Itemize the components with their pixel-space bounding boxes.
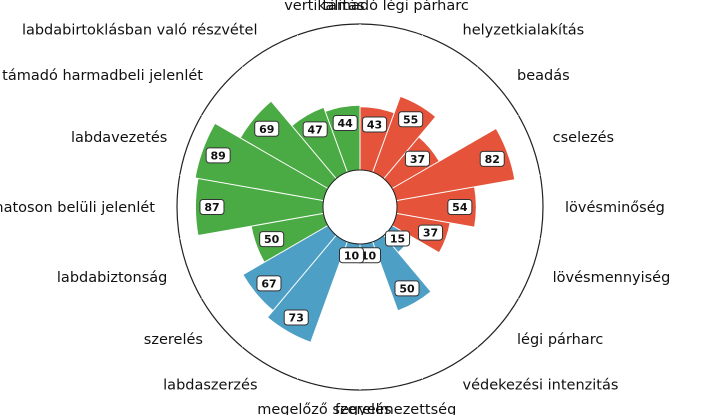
wedge-5 bbox=[360, 186, 476, 228]
separator-15 bbox=[179, 174, 324, 202]
category-labels: támadó légi párharc helyzetkialakítás bead… bbox=[0, 0, 670, 415]
value-label-2: 55 bbox=[403, 113, 418, 126]
value-label-9: 10 bbox=[361, 249, 377, 262]
value-label-box-14 bbox=[199, 199, 225, 215]
value-label-14: 87 bbox=[204, 201, 219, 214]
value-label-16: 69 bbox=[259, 123, 274, 136]
category-label-15: labdavezetés bbox=[71, 130, 167, 146]
separator-7 bbox=[391, 225, 519, 299]
wedge-15 bbox=[195, 123, 360, 207]
category-label-1: támadó légi párharc bbox=[322, 0, 469, 14]
separator-6 bbox=[396, 212, 541, 240]
value-label-box-6 bbox=[418, 224, 443, 241]
value-label-8: 50 bbox=[399, 282, 415, 295]
category-label-3: beadás bbox=[517, 68, 570, 84]
category-label-9: fegyelmezettség bbox=[335, 402, 456, 415]
value-label-box-17 bbox=[302, 121, 328, 138]
wedges bbox=[195, 96, 515, 342]
value-label-box-8 bbox=[394, 280, 420, 297]
value-label-17: 47 bbox=[308, 123, 323, 136]
value-label-box-2 bbox=[398, 111, 424, 128]
value-label-box-5 bbox=[447, 199, 473, 215]
value-label-3: 37 bbox=[410, 153, 425, 166]
value-label-11: 73 bbox=[289, 311, 304, 324]
separator-3 bbox=[383, 66, 479, 179]
category-label-5: lövésminőség bbox=[565, 200, 665, 216]
value-label-box-4 bbox=[479, 150, 505, 167]
value-label-7: 15 bbox=[390, 233, 405, 246]
category-label-4: cselezés bbox=[553, 130, 614, 146]
value-label-5: 54 bbox=[452, 201, 468, 214]
category-label-17: labdabirtoklásban való részvétel bbox=[22, 22, 258, 38]
separator-16 bbox=[201, 115, 329, 189]
category-label-18: vertikalitás bbox=[284, 0, 364, 14]
separator-4 bbox=[391, 115, 519, 189]
value-label-18: 44 bbox=[338, 117, 354, 130]
value-label-12: 67 bbox=[261, 277, 276, 290]
category-label-13: labdabiztonság bbox=[57, 270, 167, 286]
value-label-4: 82 bbox=[485, 153, 500, 166]
value-label-10: 10 bbox=[344, 249, 360, 262]
separator-5 bbox=[396, 174, 541, 202]
value-label-box-13 bbox=[259, 231, 285, 248]
category-label-14: tizenhatoson belüli jelenlét bbox=[0, 200, 155, 216]
value-label-13: 50 bbox=[264, 233, 280, 246]
separator-8 bbox=[383, 235, 479, 348]
value-label-box-3 bbox=[404, 150, 430, 167]
separator-17 bbox=[241, 66, 337, 179]
category-label-16: támadó harmadbeli jelenlét bbox=[2, 68, 203, 84]
wedge-11 bbox=[267, 207, 360, 342]
category-label-7: légi párharc bbox=[517, 332, 603, 348]
value-label-15: 89 bbox=[211, 149, 226, 162]
value-label-box-7 bbox=[385, 230, 411, 247]
separator-13 bbox=[201, 225, 329, 299]
wedge-14 bbox=[195, 178, 360, 236]
value-label-box-11 bbox=[283, 309, 309, 326]
category-label-10: megelőző szerelés bbox=[257, 402, 391, 415]
category-label-11: labdaszerzés bbox=[163, 378, 257, 394]
value-label-6: 37 bbox=[423, 227, 438, 240]
separators bbox=[179, 24, 541, 390]
value-label-box-12 bbox=[256, 275, 282, 292]
category-label-6: lövésmennyiség bbox=[553, 270, 671, 286]
separator-9 bbox=[372, 241, 424, 380]
value-label-1: 43 bbox=[367, 118, 382, 131]
category-label-2: helyzetkialakítás bbox=[463, 22, 585, 38]
wedge-4 bbox=[360, 128, 515, 207]
separator-11 bbox=[296, 241, 348, 380]
separator-12 bbox=[241, 235, 337, 348]
value-label-box-10 bbox=[338, 247, 364, 264]
value-label-box-15 bbox=[205, 147, 231, 164]
value-label-box-1 bbox=[362, 116, 388, 133]
category-label-8: védekezési intenzitás bbox=[463, 378, 619, 394]
category-label-12: szerelés bbox=[144, 332, 203, 348]
separator-14 bbox=[179, 212, 324, 240]
value-label-box-16 bbox=[254, 120, 280, 137]
separator-18 bbox=[296, 34, 348, 173]
inner-hole bbox=[322, 169, 398, 245]
separator-2 bbox=[372, 34, 424, 173]
value-label-box-18 bbox=[332, 115, 358, 132]
